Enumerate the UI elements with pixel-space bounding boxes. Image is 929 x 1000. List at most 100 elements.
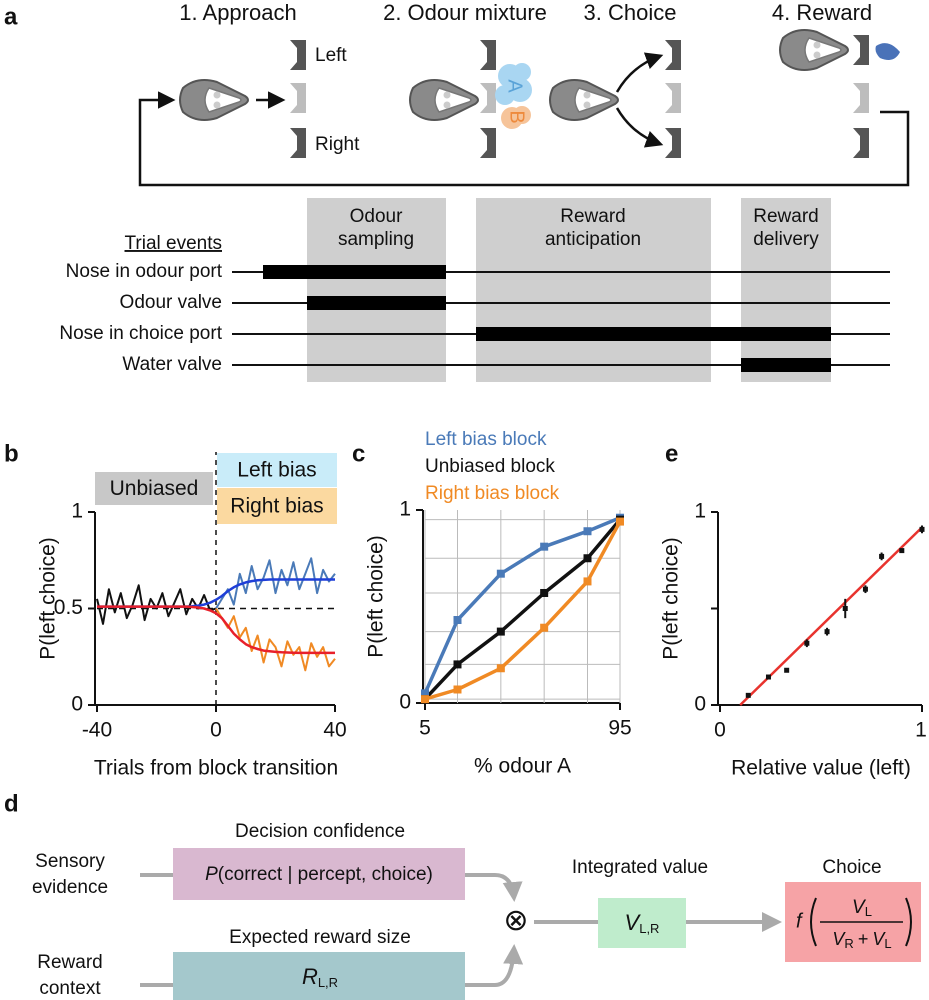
mouse: [409, 79, 479, 121]
panel-label: a: [4, 3, 18, 30]
x-tick-label: 1: [915, 719, 927, 742]
y-axis-title: P(left choice): [660, 537, 683, 660]
legend-label: Left bias block: [425, 429, 547, 450]
panel-label: b: [4, 440, 19, 467]
y-tick-label: 1: [694, 500, 706, 523]
arrow: [615, 52, 664, 93]
marker: [540, 588, 549, 597]
input-label: context: [39, 978, 101, 999]
marker: [453, 616, 462, 625]
phase-box: [307, 198, 446, 382]
svg-text:f: f: [796, 910, 804, 932]
svg-text:VR+VL: VR + VL: [832, 929, 891, 952]
legend-box: [217, 453, 337, 487]
point: [784, 667, 790, 673]
odour-cloud: A B: [495, 63, 532, 129]
point: [824, 629, 830, 635]
box-title: Integrated value: [572, 857, 708, 878]
step-title: 2. Odour mixture: [383, 0, 547, 25]
step-title: 3. Choice: [584, 0, 677, 25]
port-label: Right: [315, 134, 360, 155]
reward-symbol: RL,R: [302, 964, 338, 991]
legend-box: [217, 488, 337, 524]
marker: [540, 542, 549, 551]
phase-label: sampling: [338, 229, 414, 250]
x-tick-label: 40: [323, 719, 346, 742]
x-axis-title: % odour A: [474, 755, 571, 778]
port-label: Left: [315, 45, 347, 66]
y-tick-label: 0: [399, 691, 411, 714]
y-axis-title: P(left choice): [37, 537, 60, 660]
odour-letter: B: [506, 110, 528, 123]
event-label: Nose in choice port: [59, 323, 222, 344]
combine-symbol: ⊗: [503, 904, 528, 937]
series-line: [423, 518, 622, 701]
phase-box: [476, 198, 711, 382]
x-axis-title: Trials from block transition: [94, 757, 338, 780]
legend-box: [95, 472, 213, 505]
marker: [453, 685, 462, 694]
svg-text:VL: VL: [852, 897, 872, 919]
marker: [616, 517, 624, 526]
point: [765, 674, 771, 680]
point: [745, 692, 751, 698]
y-tick-label: 1: [71, 500, 83, 523]
event-label: Nose in odour port: [66, 261, 223, 282]
marker: [421, 695, 429, 704]
choice-formula: f VL VR + VL: [796, 897, 912, 952]
legend-label: Unbiased block: [425, 456, 555, 477]
legend-label: Unbiased: [110, 477, 199, 500]
y-tick-label: 0: [694, 693, 706, 716]
phase-box: [741, 198, 831, 382]
panel-a: a 1. Approach 2. Odour mixture 3. Choice…: [4, 0, 910, 382]
point: [919, 526, 925, 532]
phase-label: anticipation: [545, 229, 641, 250]
phase-label: delivery: [753, 229, 819, 250]
point: [879, 553, 885, 559]
flow-arrow: [140, 873, 523, 902]
marker: [583, 527, 592, 536]
x-tick-label: -40: [82, 719, 112, 742]
loop-arrow: [138, 91, 910, 187]
phase-label: Reward: [560, 206, 625, 227]
y-tick-label: 1: [399, 498, 411, 521]
x-tick-label: 0: [714, 719, 726, 742]
panel-d: d Sensory evidence Reward context Decisi…: [4, 790, 921, 1000]
input-label: Reward: [37, 952, 102, 973]
x-tick-label: 5: [419, 717, 431, 740]
input-label: evidence: [32, 877, 108, 898]
legend-label: Left bias: [237, 459, 316, 482]
point: [804, 640, 810, 646]
event-label: Odour valve: [120, 292, 222, 313]
step-title: 4. Reward: [772, 0, 872, 25]
marker: [583, 554, 592, 563]
y-tick-label: 0.5: [54, 596, 83, 619]
legend-label: Right bias: [230, 495, 323, 518]
point: [899, 548, 905, 554]
marker: [496, 664, 505, 673]
confidence-box: [173, 848, 465, 900]
point: [842, 606, 848, 611]
marker: [453, 660, 462, 669]
marker: [583, 577, 592, 586]
water-drop: [875, 43, 900, 60]
integrated-box: [598, 898, 686, 948]
integrated-symbol: VL,R: [625, 910, 660, 937]
event-bar: [476, 327, 831, 341]
mouse: [179, 79, 249, 121]
box-title: Choice: [822, 857, 881, 878]
marker: [540, 623, 549, 632]
series-line: [423, 516, 621, 695]
confidence-formula: P(correct | percept, choice): [205, 864, 433, 885]
timeline: Odour sampling Reward anticipation Rewar…: [59, 198, 890, 382]
panel-label: d: [4, 790, 19, 817]
fit-line: [97, 605, 335, 655]
odour-letter: A: [504, 79, 526, 93]
input-label: Sensory: [35, 851, 105, 872]
marker: [496, 569, 505, 578]
series-line: [424, 520, 622, 701]
y-axis-title: P(left choice): [365, 535, 388, 658]
marker: [496, 627, 505, 636]
panel-label: c: [352, 440, 365, 467]
